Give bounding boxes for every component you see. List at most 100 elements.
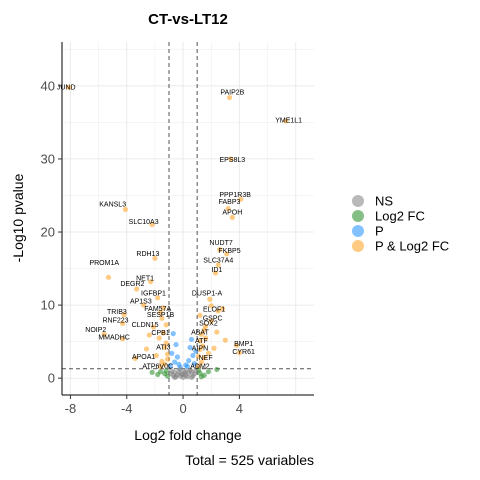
data-point [198,331,204,337]
data-point [173,341,179,348]
data-point [215,262,221,268]
data-point [141,302,147,308]
data-point [149,222,155,228]
data-point [148,279,154,285]
gene-label: PPP1R3B [219,192,251,199]
data-point [156,335,162,341]
gene-label: KANSL3 [99,201,126,208]
data-point [201,327,207,333]
data-point [229,214,235,221]
data-point [198,374,204,380]
data-point [160,305,166,311]
data-point [238,196,244,202]
data-point [187,344,193,351]
y-tick-label: 30 [41,151,55,166]
data-point [222,337,228,343]
gene-label: RDH13 [136,251,159,258]
data-point [159,315,165,321]
data-point [198,359,204,365]
data-point [228,156,234,162]
gene-label: NET1 [136,275,154,282]
data-point [174,354,181,360]
data-point [224,251,230,257]
data-point [155,371,161,378]
gene-label: AIPN [192,345,208,352]
y-tick-label: 10 [41,298,55,313]
gene-label: MMADHC [98,334,130,341]
data-point [214,366,220,373]
gene-label: PAIP2B [220,90,244,97]
data-point [150,324,157,330]
gene-label: ATI3 [156,345,170,352]
data-point [167,363,174,369]
gene-label: NOIP2 [85,327,106,334]
gene-label: YME1L1 [275,117,302,124]
data-point [177,366,183,373]
gene-label: APOA1 [132,354,155,361]
data-point [183,368,189,374]
y-tick-label: 40 [41,78,55,93]
gene-label: BMP1 [234,341,253,348]
gene-label: APOH [222,209,242,216]
data-point [205,350,212,356]
gene-label: GSPC [203,315,223,322]
legend-label: P [375,224,384,239]
cutoff-lines [62,42,314,395]
gene-label: NUDT7 [209,240,232,247]
data-point [197,312,203,318]
gene-label: JUND [57,85,76,92]
data-point [66,84,72,90]
data-point [132,355,138,362]
data-point [201,355,207,361]
data-point [160,330,166,336]
data-point [188,336,195,343]
data-point [188,374,195,381]
gene-label: CYR61 [232,349,255,356]
data-point [197,338,203,344]
data-point [193,348,199,354]
data-point [121,312,127,318]
data-point [225,206,231,212]
caption: Total = 525 variables [185,452,314,468]
data-point [215,308,221,314]
data-point [162,361,168,367]
gene-label: ATF [195,338,208,345]
gene-label: NEF [199,355,213,362]
x-axis-title: Log2 fold change [134,427,242,443]
data-point [172,359,178,365]
data-point [283,118,289,124]
data-point [193,368,199,374]
data-point [105,274,112,280]
data-point [119,336,126,342]
data-point [186,358,192,364]
data-point [163,368,169,374]
data-point [146,332,152,338]
gene-label: FKBP5 [218,248,240,255]
y-ticks: 0 10 20 30 40 [41,78,62,386]
data-point [200,343,206,349]
legend-swatch [352,210,364,222]
gene-label: SLC10A3 [129,219,159,226]
data-point [167,371,174,377]
data-point [212,270,219,276]
x-tick-label: -4 [121,401,133,416]
data-point [152,255,158,261]
data-point [122,206,128,212]
data-point [143,346,150,352]
gene-label: FAM57A [144,306,171,313]
y-tick-label: 20 [41,225,55,240]
data-point [169,350,175,356]
data-point [197,347,203,353]
data-point [191,360,197,367]
data-point [208,318,214,324]
gene-label: AP1S3 [130,299,152,306]
data-point [164,351,171,357]
chart-title: CT-vs-LT12 [148,11,228,28]
data-point [195,353,202,359]
x-tick-label: 0 [179,401,186,416]
data-point [187,367,193,373]
data-point [164,356,171,362]
data-point [162,344,168,351]
